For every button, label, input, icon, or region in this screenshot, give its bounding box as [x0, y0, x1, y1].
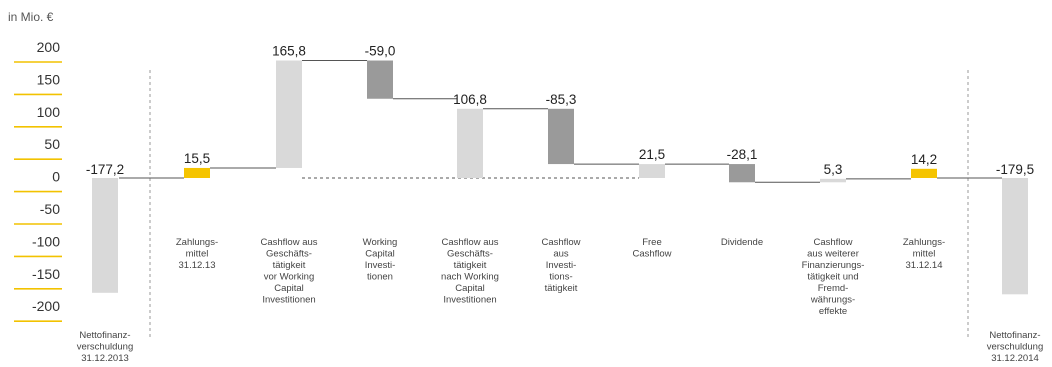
category-label: Zahlungs-mittel 31.12.13 [176, 237, 218, 271]
category-labels: Nettofinanz-verschuldung 31.12.2013Zahlun… [77, 237, 1044, 364]
category-label: Zahlungs-mittel 31.12.14 [903, 237, 945, 271]
category-label-line: Finanzierungs- [802, 260, 865, 271]
category-label-line: tätigkeit [545, 283, 578, 294]
category-label: Cashflow aus Geschäfts-tätigkeit nach Work… [441, 237, 499, 306]
bar [548, 108, 574, 165]
category-label-line: 31.12.13 [179, 260, 216, 271]
category-label-line: Geschäfts- [266, 249, 312, 260]
y-tick-label: 150 [37, 71, 61, 87]
category-label: Working Capital Investi-tionen [363, 237, 398, 283]
category-label-line: nach Working [441, 272, 499, 283]
category-label: Nettofinanz-verschuldung 31.12.2014 [987, 330, 1044, 364]
category-label-line: Free [642, 237, 662, 248]
category-label-line: Zahlungs- [176, 237, 218, 248]
bar [639, 164, 665, 178]
y-tick-label: -150 [32, 266, 60, 282]
value-label: 165,8 [272, 44, 306, 59]
value-label: 14,2 [911, 152, 937, 167]
category-label-line: tätigkeit [454, 260, 487, 271]
value-labels: -177,2 15,5 165,8 -59,0 106,8 -85,3 21,5 -28,1 5… [86, 44, 1034, 177]
category-label-line: Capital [455, 283, 485, 294]
bar [92, 178, 118, 293]
y-tick-label: 100 [37, 104, 61, 120]
value-label: 5,3 [824, 162, 843, 177]
bar [367, 60, 393, 99]
bar [911, 168, 937, 178]
category-label-line: verschuldung [987, 342, 1044, 353]
category-label-line: Investitionen [443, 295, 496, 306]
category-label-line: vor Working [264, 272, 315, 283]
bar [276, 60, 302, 168]
category-label-line: Nettofinanz- [79, 330, 130, 341]
category-label-line: tätigkeit und [807, 272, 858, 283]
value-label: 21,5 [639, 147, 665, 162]
value-label: 106,8 [453, 92, 487, 107]
category-label-line: tions- [549, 272, 572, 283]
category-label: Free Cashflow [632, 237, 671, 260]
category-label-line: aus [553, 249, 569, 260]
category-label-line: mittel [913, 249, 936, 260]
category-label-line: Fremd- [818, 283, 849, 294]
section-dividers [149, 70, 969, 340]
bar [1002, 178, 1028, 295]
category-label-line: Investi- [546, 260, 577, 271]
bar [184, 167, 210, 178]
category-label-line: Zahlungs- [903, 237, 945, 248]
y-tick-label: -50 [40, 201, 60, 217]
category-label-line: tionen [367, 272, 393, 283]
value-label: 15,5 [184, 151, 210, 166]
y-tick-label: -200 [32, 298, 60, 314]
category-label-line: Cashflow [541, 237, 580, 248]
category-label-line: Working [363, 237, 398, 248]
category-label-line: mittel [186, 249, 209, 260]
category-label: Cashflow aus Investi-tions-tätigkeit [541, 237, 580, 294]
value-label: -179,5 [996, 162, 1034, 177]
y-axis: 200 150 100 50 0 -50 -100 -150 -200 [14, 39, 62, 323]
y-tick-label: -100 [32, 233, 60, 249]
category-label-line: tätigkeit [273, 260, 306, 271]
category-label-line: Investitionen [262, 295, 315, 306]
category-label-line: aus weiterer [807, 249, 859, 260]
bar [729, 164, 755, 183]
category-label-line: Nettofinanz- [989, 330, 1040, 341]
category-label-line: Capital [274, 283, 304, 294]
category-label: Nettofinanz-verschuldung 31.12.2013 [77, 330, 134, 364]
category-label-line: Capital [365, 249, 395, 260]
category-label-line: 31.12.14 [906, 260, 943, 271]
value-label: -85,3 [546, 92, 577, 107]
category-label-line: verschuldung [77, 342, 134, 353]
unit-label: in Mio. € [8, 10, 54, 24]
category-label: Dividende [721, 237, 763, 248]
value-label: -59,0 [365, 44, 396, 59]
value-label: -177,2 [86, 162, 124, 177]
category-label-line: Cashflow aus [260, 237, 317, 248]
category-label-line: Cashflow [632, 249, 671, 260]
value-label: -28,1 [727, 147, 758, 162]
y-tick-label: 50 [44, 136, 60, 152]
category-label-line: währungs- [810, 295, 855, 306]
category-label-line: effekte [819, 306, 847, 317]
category-label-line: 31.12.2013 [81, 353, 129, 364]
bar [457, 108, 483, 178]
y-tick-label: 200 [37, 39, 61, 55]
category-label-line: Investi- [365, 260, 396, 271]
category-label: Cashflow aus Geschäfts-tätigkeit vor Worki… [260, 237, 317, 306]
category-label-line: 31.12.2014 [991, 353, 1039, 364]
bar [820, 178, 846, 183]
y-tick-label: 0 [52, 169, 60, 185]
bars [92, 60, 1028, 295]
category-label-line: Cashflow aus [441, 237, 498, 248]
category-label-line: Geschäfts- [447, 249, 493, 260]
category-label-line: Dividende [721, 237, 763, 248]
category-label: Cashflow aus weiterer Finanzierungs-tätigk… [802, 237, 865, 317]
category-label-line: Cashflow [813, 237, 852, 248]
